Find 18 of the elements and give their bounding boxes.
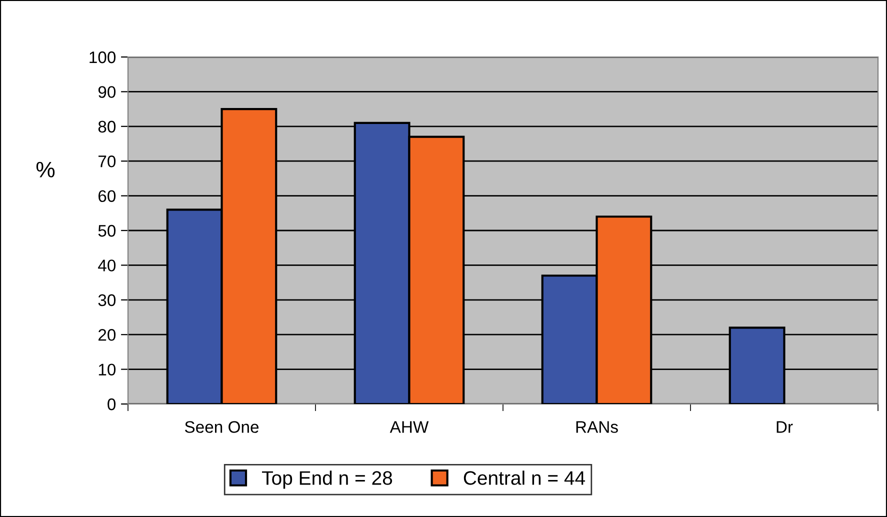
y-tick-label: 20	[98, 329, 116, 341]
y-tick-label: 10	[98, 364, 116, 376]
y-tick-label: 60	[98, 190, 116, 202]
x-tick-label: Seen One	[184, 421, 259, 433]
legend-label: Central n = 44	[464, 470, 586, 485]
y-tick-label: 80	[98, 120, 116, 133]
y-tick-label: 70	[98, 156, 116, 168]
x-tick-label: Dr	[776, 421, 793, 433]
x-tick-label: RANs	[576, 421, 618, 433]
x-tick-label: AHW	[390, 421, 429, 433]
y-tick-label: 100	[90, 51, 116, 64]
y-tick-label: 30	[98, 294, 116, 306]
y-axis-title: %	[36, 162, 55, 178]
legend-label: Top End n = 28	[262, 470, 392, 489]
y-tick-label: 90	[98, 86, 116, 98]
y-tick-label: 0	[108, 398, 116, 410]
y-tick-label: 50	[98, 224, 116, 237]
y-tick-label: 40	[98, 260, 116, 272]
